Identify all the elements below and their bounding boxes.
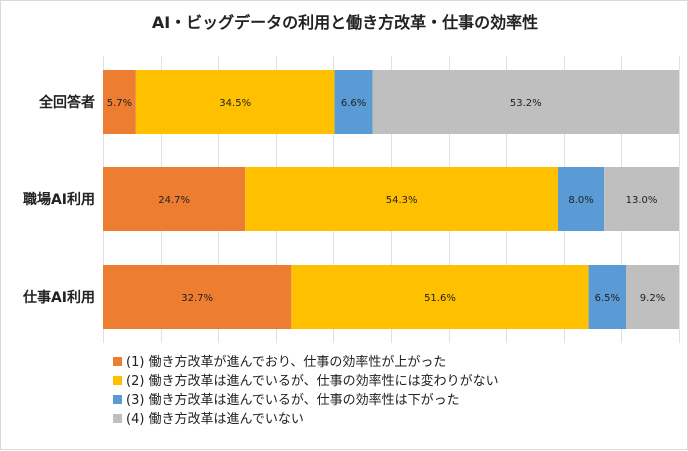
category-label: 職場AI利用 bbox=[23, 191, 95, 208]
legend-swatch bbox=[113, 395, 122, 404]
data-label: 6.6% bbox=[341, 98, 366, 109]
data-label: 13.0% bbox=[626, 195, 658, 206]
legend-entry: (3) 働き方改革は進んでいるが、仕事の効率性は下がった bbox=[126, 392, 460, 408]
data-label: 32.7% bbox=[181, 293, 213, 304]
legend-swatch bbox=[113, 357, 122, 366]
data-label: 34.5% bbox=[219, 98, 251, 109]
data-label: 8.0% bbox=[568, 195, 593, 206]
bar-segment bbox=[291, 265, 589, 329]
bar-segment bbox=[626, 265, 679, 329]
data-label: 5.7% bbox=[107, 98, 132, 109]
bar-segment bbox=[372, 70, 679, 134]
category-label: 全回答者 bbox=[38, 94, 95, 111]
data-label: 53.2% bbox=[510, 98, 542, 109]
bar-segment bbox=[135, 70, 335, 134]
bars: 5.7% 34.5% 6.6% 53.2% 24.7% 54.3% 8.0% 13.0% 32.… bbox=[103, 70, 679, 329]
bar-segment bbox=[103, 70, 136, 134]
bar-segment bbox=[334, 70, 373, 134]
legend-swatch bbox=[113, 414, 122, 423]
data-label: 6.5% bbox=[595, 293, 620, 304]
bar-segment bbox=[103, 167, 246, 231]
category-label: 仕事AI利用 bbox=[22, 289, 95, 306]
bar-segment bbox=[103, 265, 292, 329]
legend-swatch bbox=[113, 376, 122, 385]
bar-segment bbox=[245, 167, 559, 231]
legend-entry: (2) 働き方改革は進んでいるが、仕事の効率性には変わりがない bbox=[126, 373, 499, 389]
bar-segment bbox=[604, 167, 679, 231]
data-label: 51.6% bbox=[424, 293, 456, 304]
legend-entry: (4) 働き方改革は進んでいない bbox=[126, 411, 304, 427]
chart-title: AI・ビッグデータの利用と働き方改革・仕事の効率性 bbox=[152, 13, 538, 32]
bar-segment bbox=[588, 265, 627, 329]
legend: (1) 働き方改革が進んでおり、仕事の効率性が上がった (2) 働き方改革は進んで… bbox=[113, 354, 499, 427]
data-label: 9.2% bbox=[640, 293, 665, 304]
data-label: 54.3% bbox=[386, 195, 418, 206]
bar-segment bbox=[558, 167, 605, 231]
data-label: 24.7% bbox=[158, 195, 190, 206]
legend-entry: (1) 働き方改革が進んでおり、仕事の効率性が上がった bbox=[126, 354, 446, 370]
